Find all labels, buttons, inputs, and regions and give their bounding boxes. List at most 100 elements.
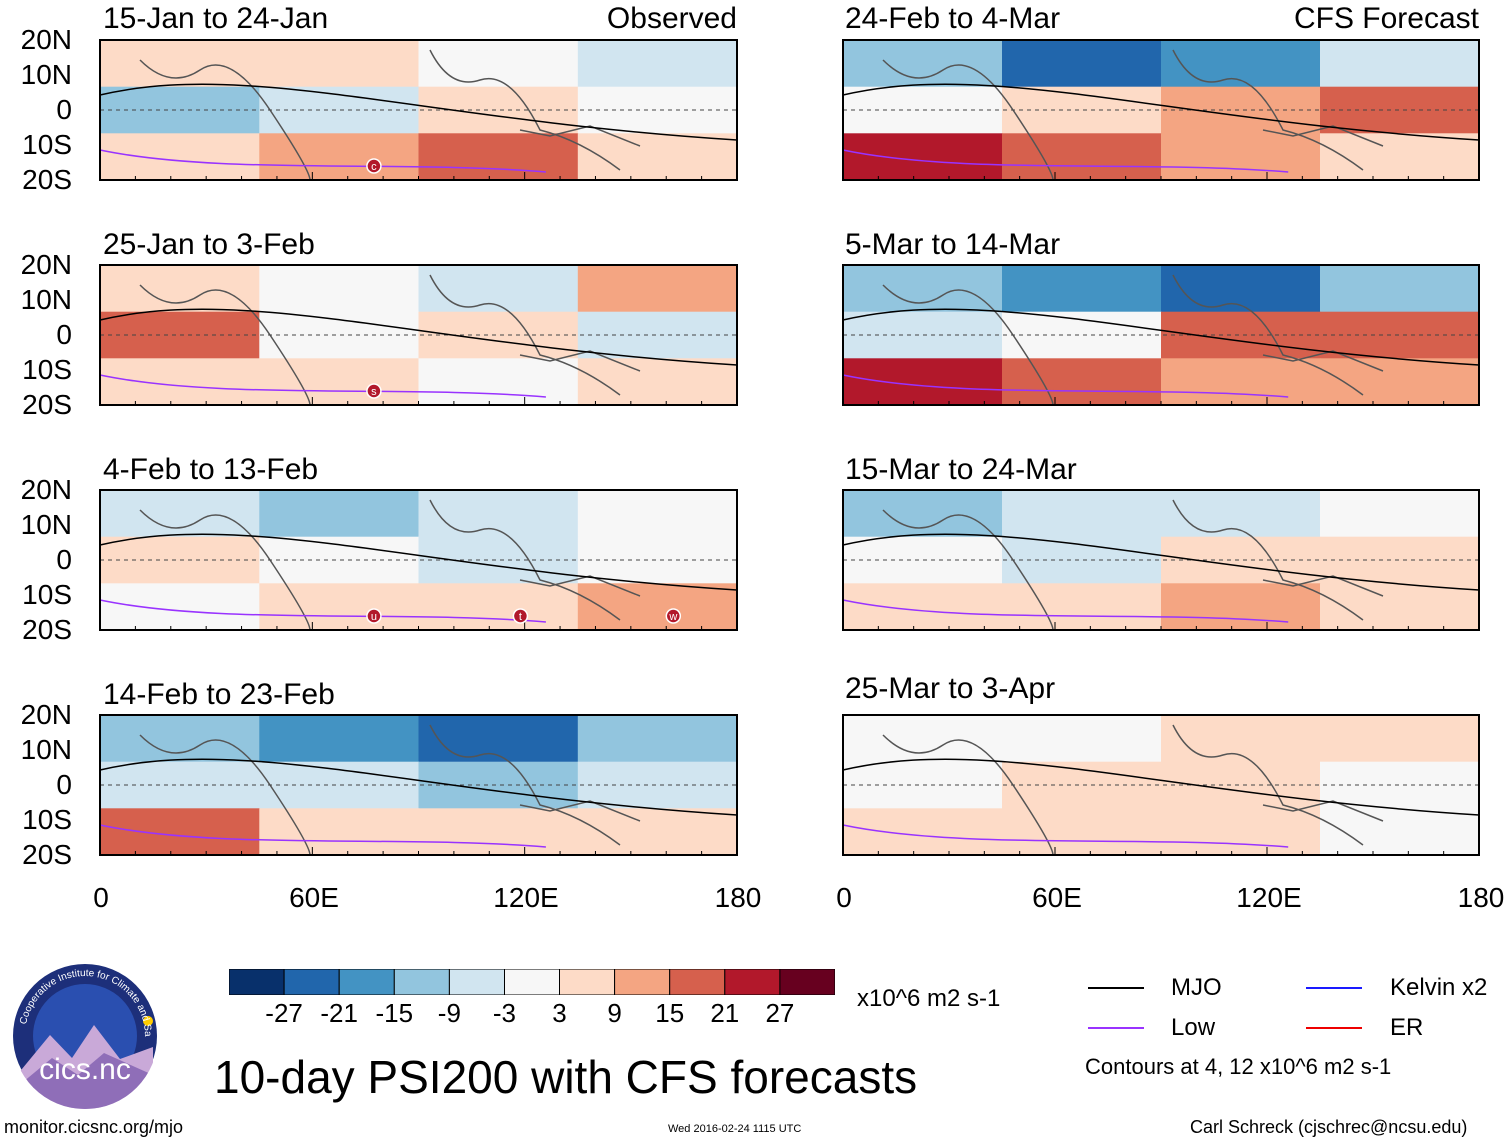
anomaly-cell bbox=[100, 311, 260, 359]
panel-obs-4: 14-Feb to 23-Feb bbox=[0, 676, 740, 866]
storm-label: c bbox=[371, 161, 377, 173]
anomaly-cell bbox=[843, 40, 1003, 88]
anomaly-cell bbox=[100, 808, 260, 856]
coastline bbox=[882, 724, 1384, 856]
anomaly-cell bbox=[843, 86, 1003, 134]
anomaly-cell bbox=[100, 715, 260, 763]
low-contour bbox=[842, 149, 1289, 173]
anomaly-cell bbox=[577, 490, 738, 538]
panel-fc-2: 5-Mar to 14-Mar bbox=[0, 226, 1510, 416]
y-tick-label: 20S bbox=[22, 389, 72, 420]
anomaly-cell bbox=[843, 808, 1003, 856]
anomaly-cell bbox=[577, 311, 738, 359]
cics-logo: Cooperative Institute for Climate and Sa… bbox=[12, 963, 158, 1109]
forecast-label: CFS Forecast bbox=[1293, 2, 1479, 35]
x-tick-0-right: 0 bbox=[836, 882, 852, 913]
y-tick-label: 20N bbox=[20, 249, 72, 280]
colorbar-swatch bbox=[724, 969, 781, 995]
contour-note: Contours at 4, 12 x10^6 m2 s-1 bbox=[1085, 1054, 1392, 1079]
coastline bbox=[139, 499, 641, 631]
legend-line-kelvin bbox=[1306, 987, 1362, 989]
anomaly-cell bbox=[100, 536, 260, 584]
legend-label-er: ER bbox=[1390, 1014, 1424, 1041]
anomaly-cell bbox=[1161, 715, 1321, 763]
anomaly-cell bbox=[577, 808, 738, 856]
legend-line-er bbox=[1306, 1027, 1362, 1029]
anomaly-cell bbox=[577, 761, 738, 809]
map-fc-4 bbox=[842, 714, 1480, 856]
panel-period-title: 14-Feb to 23-Feb bbox=[103, 678, 335, 711]
anomaly-cell bbox=[1161, 311, 1321, 359]
anomaly-cell bbox=[259, 490, 420, 538]
anomaly-cell bbox=[843, 761, 1003, 809]
legend-label-low: Low bbox=[1171, 1014, 1216, 1041]
anomaly-cell bbox=[1320, 40, 1480, 88]
panel-obs-3: 4-Feb to 13-Feb bbox=[0, 451, 740, 641]
y-tick-label: 0 bbox=[56, 769, 72, 800]
low-contour bbox=[99, 599, 546, 623]
legend-label-mjo: MJO bbox=[1171, 974, 1222, 1001]
colorbar-swatch bbox=[229, 969, 285, 995]
anomaly-cell bbox=[259, 808, 420, 856]
legend-label-kelvin: Kelvin x2 bbox=[1390, 974, 1488, 1001]
anomaly-cell bbox=[418, 583, 579, 631]
panel-period-title: 15-Jan to 24-Jan bbox=[103, 2, 329, 35]
anomaly-cell bbox=[1320, 265, 1480, 313]
anomaly-cell bbox=[418, 40, 579, 88]
coastline bbox=[882, 499, 1384, 631]
panel-fc-3: 15-Mar to 24-Mar bbox=[0, 451, 1510, 641]
anomaly-cell bbox=[1002, 761, 1162, 809]
anomaly-cell bbox=[1161, 808, 1321, 856]
anomaly-cell bbox=[259, 265, 420, 313]
anomaly-cell bbox=[577, 86, 738, 134]
low-contour bbox=[99, 824, 546, 848]
anomaly-cell bbox=[1320, 761, 1480, 809]
anomaly-cell bbox=[577, 715, 738, 763]
anomaly-cell bbox=[418, 311, 579, 359]
storm-marker bbox=[366, 158, 382, 174]
x-tick-120e-left: 120E bbox=[493, 882, 559, 913]
anomaly-cell bbox=[1320, 311, 1480, 359]
x-tick-120e-right: 120E bbox=[1236, 882, 1302, 913]
anomaly-cell bbox=[1161, 490, 1321, 538]
panel-period-title: 5-Mar to 14-Mar bbox=[845, 228, 1061, 261]
y-tick-label: 10S bbox=[22, 804, 72, 835]
anomaly-cell bbox=[1002, 583, 1162, 631]
anomaly-cell bbox=[1002, 265, 1162, 313]
anomaly-cell bbox=[1002, 490, 1162, 538]
website-link[interactable]: monitor.cicsnc.org/mjo bbox=[4, 1117, 184, 1137]
y-tick-label: 20N bbox=[20, 24, 72, 55]
low-contour bbox=[99, 149, 546, 173]
legend-line-low bbox=[1088, 1027, 1144, 1029]
panel-obs-2: 25-Jan to 3-Feb bbox=[0, 226, 740, 416]
cics-logo-graphic: Cooperative Institute for Climate and Sa… bbox=[12, 963, 157, 1109]
anomaly-cell bbox=[1161, 40, 1321, 88]
anomaly-cell bbox=[843, 490, 1003, 538]
anomaly-cell bbox=[100, 265, 260, 313]
storm-marker bbox=[366, 608, 382, 624]
anomaly-cell bbox=[1161, 583, 1321, 631]
anomaly-cell bbox=[100, 358, 260, 406]
anomaly-cell bbox=[577, 40, 738, 88]
anomaly-cell bbox=[1320, 490, 1480, 538]
anomaly-cell bbox=[259, 86, 420, 134]
anomaly-cell bbox=[843, 133, 1003, 181]
mjo-contour bbox=[99, 533, 738, 591]
low-contour bbox=[842, 599, 1289, 623]
panel-period-title: 4-Feb to 13-Feb bbox=[103, 453, 319, 486]
anomaly-cell bbox=[1320, 808, 1480, 856]
colorbar-tick-label: 3 bbox=[552, 998, 567, 1028]
storm-marker bbox=[665, 608, 682, 624]
anomaly-cell bbox=[577, 265, 738, 313]
anomaly-cell bbox=[100, 86, 260, 134]
anomaly-cell bbox=[1002, 358, 1162, 406]
low-contour bbox=[842, 374, 1289, 398]
anomaly-cell bbox=[1320, 86, 1480, 134]
anomaly-cell bbox=[100, 761, 260, 809]
anomaly-cell bbox=[577, 583, 738, 631]
colorbar-swatch bbox=[283, 969, 340, 995]
panel-fc-4: 25-Mar to 3-Apr bbox=[0, 670, 1510, 860]
mjo-contour bbox=[842, 83, 1480, 141]
map-fc-2 bbox=[842, 264, 1480, 406]
anomaly-cell bbox=[1320, 715, 1480, 763]
